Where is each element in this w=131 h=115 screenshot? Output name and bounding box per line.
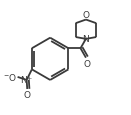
Text: N: N	[83, 35, 89, 44]
Text: O: O	[82, 11, 89, 20]
Text: N$^{+}$: N$^{+}$	[20, 73, 34, 85]
Text: $^{-}$O: $^{-}$O	[3, 72, 17, 82]
Text: O: O	[83, 59, 90, 68]
Text: O: O	[24, 90, 31, 99]
